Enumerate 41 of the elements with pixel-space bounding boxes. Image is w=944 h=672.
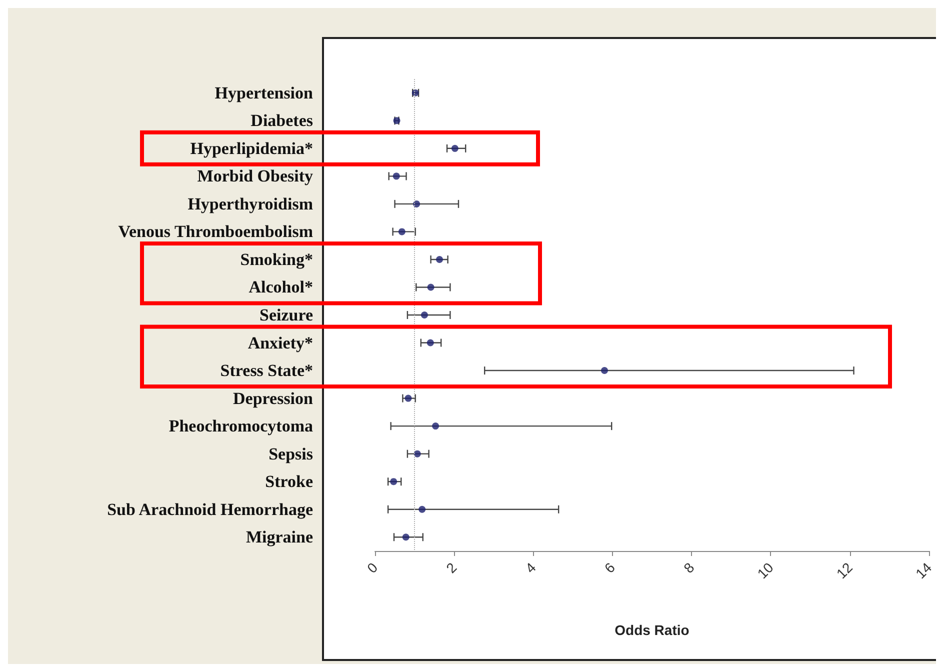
- point: [390, 478, 398, 486]
- x-tick-label: 0: [364, 559, 381, 576]
- point: [436, 256, 443, 263]
- x-tick-label: 8: [680, 559, 698, 576]
- point: [427, 284, 434, 291]
- point: [392, 172, 400, 180]
- y-tick-label: Stroke: [265, 472, 314, 492]
- y-tick-label: Venous Thromboembolism: [118, 222, 313, 242]
- y-tick-label: Diabetes: [250, 111, 314, 130]
- x-tick-label: 4: [522, 559, 540, 576]
- point: [432, 422, 440, 430]
- point: [404, 394, 412, 402]
- y-tick-label: Sepsis: [268, 444, 314, 464]
- x-axis-title: Odds Ratio: [614, 622, 690, 638]
- y-tick-label: Hyperlipidemia*: [190, 138, 313, 158]
- y-tick-label: Depression: [233, 388, 314, 408]
- point: [600, 367, 608, 374]
- x-tick-label: 6: [601, 559, 618, 576]
- y-tick-label: Pheochromocytoma: [168, 416, 314, 436]
- x-tick-label: 10: [754, 559, 776, 582]
- x-tick-label: 2: [442, 559, 460, 576]
- y-tick-label: Migraine: [246, 528, 314, 547]
- point: [451, 144, 458, 152]
- point: [426, 339, 434, 346]
- y-tick-label: Sub Arachnoid Hemorrhage: [107, 500, 314, 519]
- y-tick-label: Seizure: [259, 306, 314, 324]
- y-tick-label: Alcohol*: [248, 278, 313, 297]
- point: [414, 450, 421, 458]
- point: [420, 312, 428, 318]
- y-tick-label: Stress State*: [220, 361, 313, 380]
- y-tick-label: Morbid Obesity: [197, 166, 314, 186]
- point: [413, 200, 420, 208]
- y-tick-label: Smoking*: [240, 250, 313, 269]
- y-tick-label: Hyperthyroidism: [188, 194, 313, 214]
- x-tick-label: 14: [912, 559, 935, 582]
- point: [398, 228, 406, 236]
- point: [418, 506, 426, 513]
- point: [402, 534, 410, 541]
- y-tick-label: Anxiety*: [248, 333, 313, 352]
- x-tick-label: 12: [833, 559, 856, 582]
- y-tick-label: Hypertension: [214, 83, 314, 102]
